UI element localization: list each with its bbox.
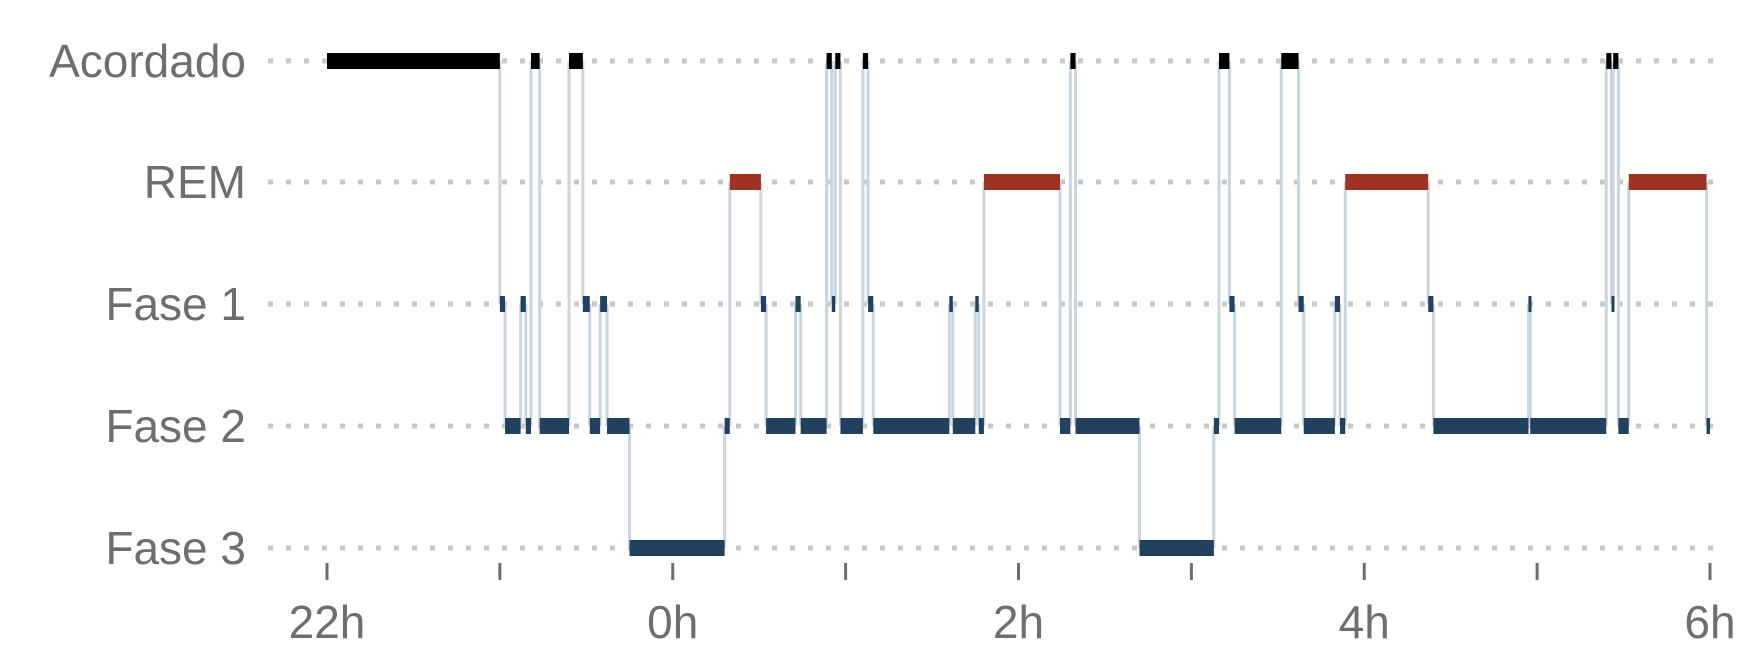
segment-fase-1 <box>1528 296 1532 312</box>
segment-fase-1 <box>600 296 608 312</box>
segment-fase-1 <box>499 296 506 312</box>
segment-fase-3 <box>629 540 725 556</box>
segment-fase-3 <box>1139 540 1214 556</box>
x-tick-label: 4h <box>1339 596 1390 648</box>
segment-fase-1 <box>1298 296 1304 312</box>
segment-fase-2 <box>766 418 796 434</box>
segment-rem <box>1345 174 1429 190</box>
x-tick-label: 22h <box>289 596 366 648</box>
segment-fase-2 <box>1303 418 1335 434</box>
segment-fase-1 <box>1611 296 1615 312</box>
segment-fase-2 <box>589 418 601 434</box>
y-axis-labels: Acordado REM Fase 1 Fase 2 Fase 3 <box>49 35 246 574</box>
segment-fase-2 <box>1059 418 1071 434</box>
segment-fase-2 <box>840 418 863 434</box>
segment-fase-2 <box>1706 418 1710 434</box>
segment-fase-1 <box>795 296 801 312</box>
segment-acordado <box>530 53 540 69</box>
segment-fase-2 <box>1433 418 1529 434</box>
segment-acordado <box>1606 53 1612 69</box>
segment-acordado <box>862 53 869 69</box>
segment-fase-2 <box>873 418 950 434</box>
y-label-rem: REM <box>144 156 246 208</box>
segment-acordado <box>327 53 500 69</box>
segment-fase-1 <box>582 296 590 312</box>
segment-fase-2 <box>539 418 570 434</box>
segment-fase-1 <box>1229 296 1235 312</box>
segment-fase-2 <box>800 418 827 434</box>
grid-lines <box>268 58 1718 551</box>
segment-fase-1 <box>760 296 767 312</box>
segment-fase-2 <box>1234 418 1282 434</box>
y-label-fase-1: Fase 1 <box>105 278 246 330</box>
segment-fase-2 <box>724 418 730 434</box>
segment-fase-2 <box>952 418 976 434</box>
x-axis: 22h 0h 2h 4h 6h <box>289 563 1736 648</box>
segment-acordado <box>1281 53 1299 69</box>
segment-acordado <box>1219 53 1230 69</box>
x-tick-label: 6h <box>1684 596 1735 648</box>
segment-fase-1 <box>975 296 979 312</box>
segment-fase-1 <box>949 296 953 312</box>
segment-fase-1 <box>831 296 836 312</box>
segment-acordado <box>1070 53 1076 69</box>
segment-acordado <box>835 53 841 69</box>
stage-transitions <box>498 61 1709 548</box>
x-tick-label: 2h <box>993 596 1044 648</box>
segment-rem <box>1628 174 1707 190</box>
segment-acordado <box>826 53 832 69</box>
x-tick-label: 0h <box>647 596 698 648</box>
segment-acordado <box>569 53 583 69</box>
segment-fase-2 <box>978 418 984 434</box>
segment-acordado <box>1613 53 1619 69</box>
segment-fase-2 <box>1213 418 1220 434</box>
segment-rem <box>983 174 1060 190</box>
y-label-fase-2: Fase 2 <box>105 400 246 452</box>
segment-fase-2 <box>1075 418 1140 434</box>
segment-fase-2 <box>1618 418 1629 434</box>
segment-fase-1 <box>1334 296 1341 312</box>
segment-fase-1 <box>868 296 874 312</box>
y-label-acordado: Acordado <box>49 35 246 87</box>
segment-fase-2 <box>607 418 630 434</box>
y-label-fase-3: Fase 3 <box>105 522 246 574</box>
segment-fase-2 <box>1340 418 1346 434</box>
segment-fase-2 <box>1530 418 1607 434</box>
stage-segments <box>327 53 1710 556</box>
segment-rem <box>729 174 761 190</box>
segment-fase-1 <box>1428 296 1434 312</box>
segment-fase-1 <box>520 296 526 312</box>
segment-fase-2 <box>505 418 521 434</box>
segment-fase-2 <box>525 418 531 434</box>
